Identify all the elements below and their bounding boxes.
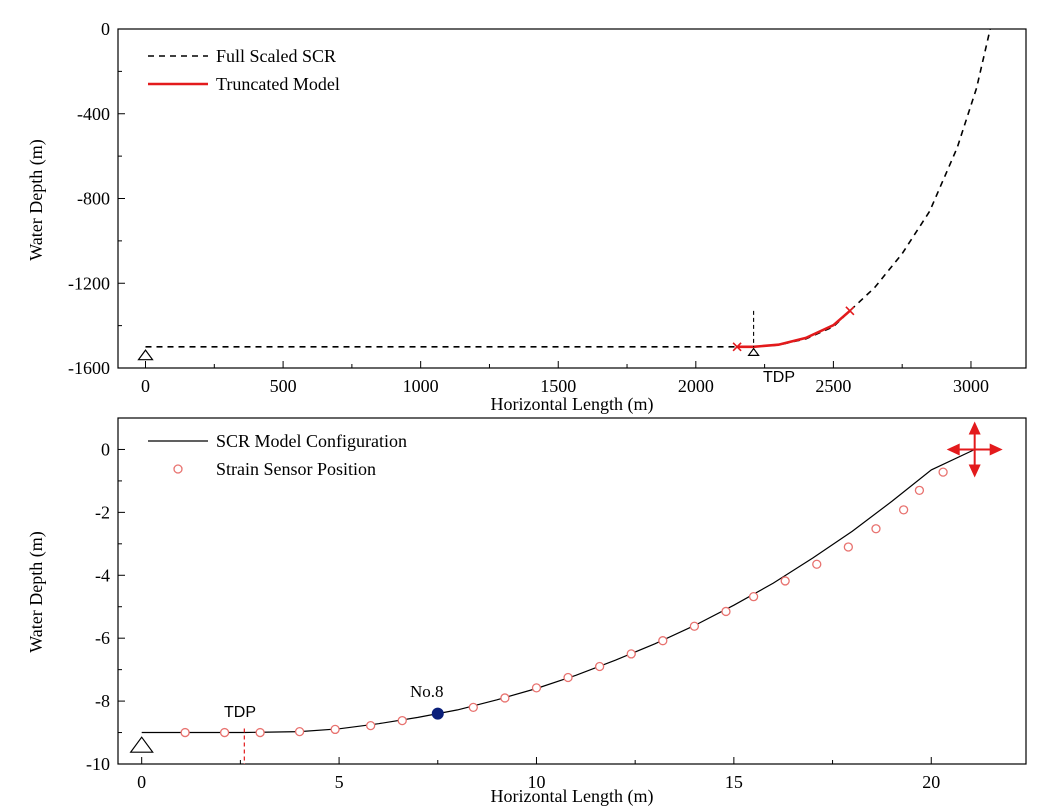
bottom-series-group [129, 421, 1003, 764]
strain-sensor-point [366, 720, 376, 731]
top-x-tick-label: 500 [270, 376, 297, 396]
truncation-marker [845, 306, 855, 316]
arrow-down-icon [968, 464, 981, 478]
legend-label-full-scaled-scr: Full Scaled SCR [216, 46, 336, 66]
anchor-triangle-icon [129, 736, 154, 753]
strain-sensor-point [812, 559, 822, 569]
top-y-tick-label: -800 [77, 189, 110, 209]
strain-sensor-point [397, 715, 407, 726]
bottom-y-tick-label: -2 [95, 502, 110, 522]
arrow-left-icon [946, 443, 960, 456]
strain-sensor-point [914, 485, 925, 495]
top-y-tick-label: 0 [101, 19, 110, 39]
top-x-tick-label: 3000 [953, 376, 989, 396]
top-x-axis-title: Horizontal Length (m) [491, 394, 654, 415]
top-x-tick-label: 1000 [403, 376, 439, 396]
strain-sensor-point [219, 727, 230, 738]
strain-sensor-point [938, 467, 948, 477]
top-panel: 0 500 1000 1500 2000 2500 3000 0 -400 -800 -1200 -… [26, 19, 1027, 415]
strain-sensor-point [871, 524, 881, 534]
bottom-x-tick-label: 20 [922, 772, 940, 792]
bottom-x-tick-label: 10 [527, 772, 545, 792]
strain-sensor-point [294, 726, 305, 737]
strain-sensor-point [898, 505, 909, 515]
top-x-ticks: 0 500 1000 1500 2000 2500 3000 [141, 361, 989, 396]
top-x-tick-label: 2500 [815, 376, 851, 396]
strain-sensor-point [658, 636, 668, 646]
strain-sensor-point [468, 702, 478, 713]
top-y-tick-label: -400 [77, 104, 110, 124]
legend-label-truncated-model: Truncated Model [216, 74, 340, 94]
bottom-y-tick-label: -10 [86, 754, 110, 774]
strain-sensor-point [180, 727, 190, 738]
top-y-axis-title: Water Depth (m) [26, 139, 47, 261]
series-truncated-model [737, 309, 851, 349]
legend-label-scr-model-configuration: SCR Model Configuration [216, 431, 407, 451]
strain-sensor-point [780, 576, 790, 586]
strain-sensor-point [563, 672, 573, 683]
highlight-sensor-point [431, 707, 444, 720]
top-x-tick-label: 2000 [678, 376, 714, 396]
bottom-y-tick-label: -4 [95, 565, 110, 585]
arrow-right-icon [989, 443, 1003, 456]
highlight-sensor-label: No.8 [410, 682, 444, 701]
strain-sensor-point [721, 606, 731, 617]
strain-sensor-point [689, 621, 700, 631]
top-y-tick-label: -1600 [68, 358, 110, 378]
bottom-x-axis-title: Horizontal Length (m) [491, 786, 654, 806]
strain-sensor-point [330, 724, 340, 735]
bottom-panel: 0 5 10 15 20 0 -2 -4 -6 -8 -10 Horizontal Length … [26, 417, 1027, 806]
strain-sensor-point [500, 693, 510, 703]
bottom-x-tick-label: 15 [725, 772, 743, 792]
top-x-tick-label: 0 [141, 376, 150, 396]
top-y-tick-label: -1200 [68, 273, 110, 293]
tdp-triangle-icon [747, 347, 760, 356]
strain-sensor-point [748, 592, 759, 602]
truncation-marker [732, 342, 742, 352]
strain-sensor-point [531, 683, 542, 693]
bottom-tdp-label: TDP [224, 704, 256, 721]
strain-sensor-point [594, 661, 605, 672]
bottom-y-axis-title: Water Depth (m) [26, 531, 47, 653]
top-y-ticks: 0 -400 -800 -1200 -1600 [68, 19, 125, 378]
anchor-triangle-icon [137, 349, 154, 361]
legend-label-strain-sensor-position: Strain Sensor Position [216, 459, 376, 479]
strain-sensor-point [626, 649, 636, 659]
top-x-tick-label: 1500 [540, 376, 576, 396]
bottom-y-tick-label: 0 [101, 439, 110, 459]
top-legend: Full Scaled SCR Truncated Model [148, 46, 340, 94]
bottom-y-tick-label: -8 [95, 691, 110, 711]
bottom-x-tick-label: 5 [335, 772, 344, 792]
bottom-x-tick-label: 0 [137, 772, 146, 792]
bottom-x-ticks: 0 5 10 15 20 [137, 757, 940, 792]
strain-sensor-point [255, 727, 265, 738]
bottom-legend: SCR Model Configuration Strain Sensor Po… [148, 431, 407, 479]
legend-swatch-strain-sensor-position [173, 464, 183, 474]
strain-sensor-point [843, 542, 853, 552]
bottom-y-tick-label: -6 [95, 628, 110, 648]
top-tdp-label: TDP [763, 369, 795, 386]
top-series-group [137, 28, 991, 361]
bottom-y-ticks: 0 -2 -4 -6 -8 -10 [86, 439, 125, 774]
bottom-plot-frame [117, 417, 1027, 765]
arrow-up-icon [968, 421, 981, 435]
